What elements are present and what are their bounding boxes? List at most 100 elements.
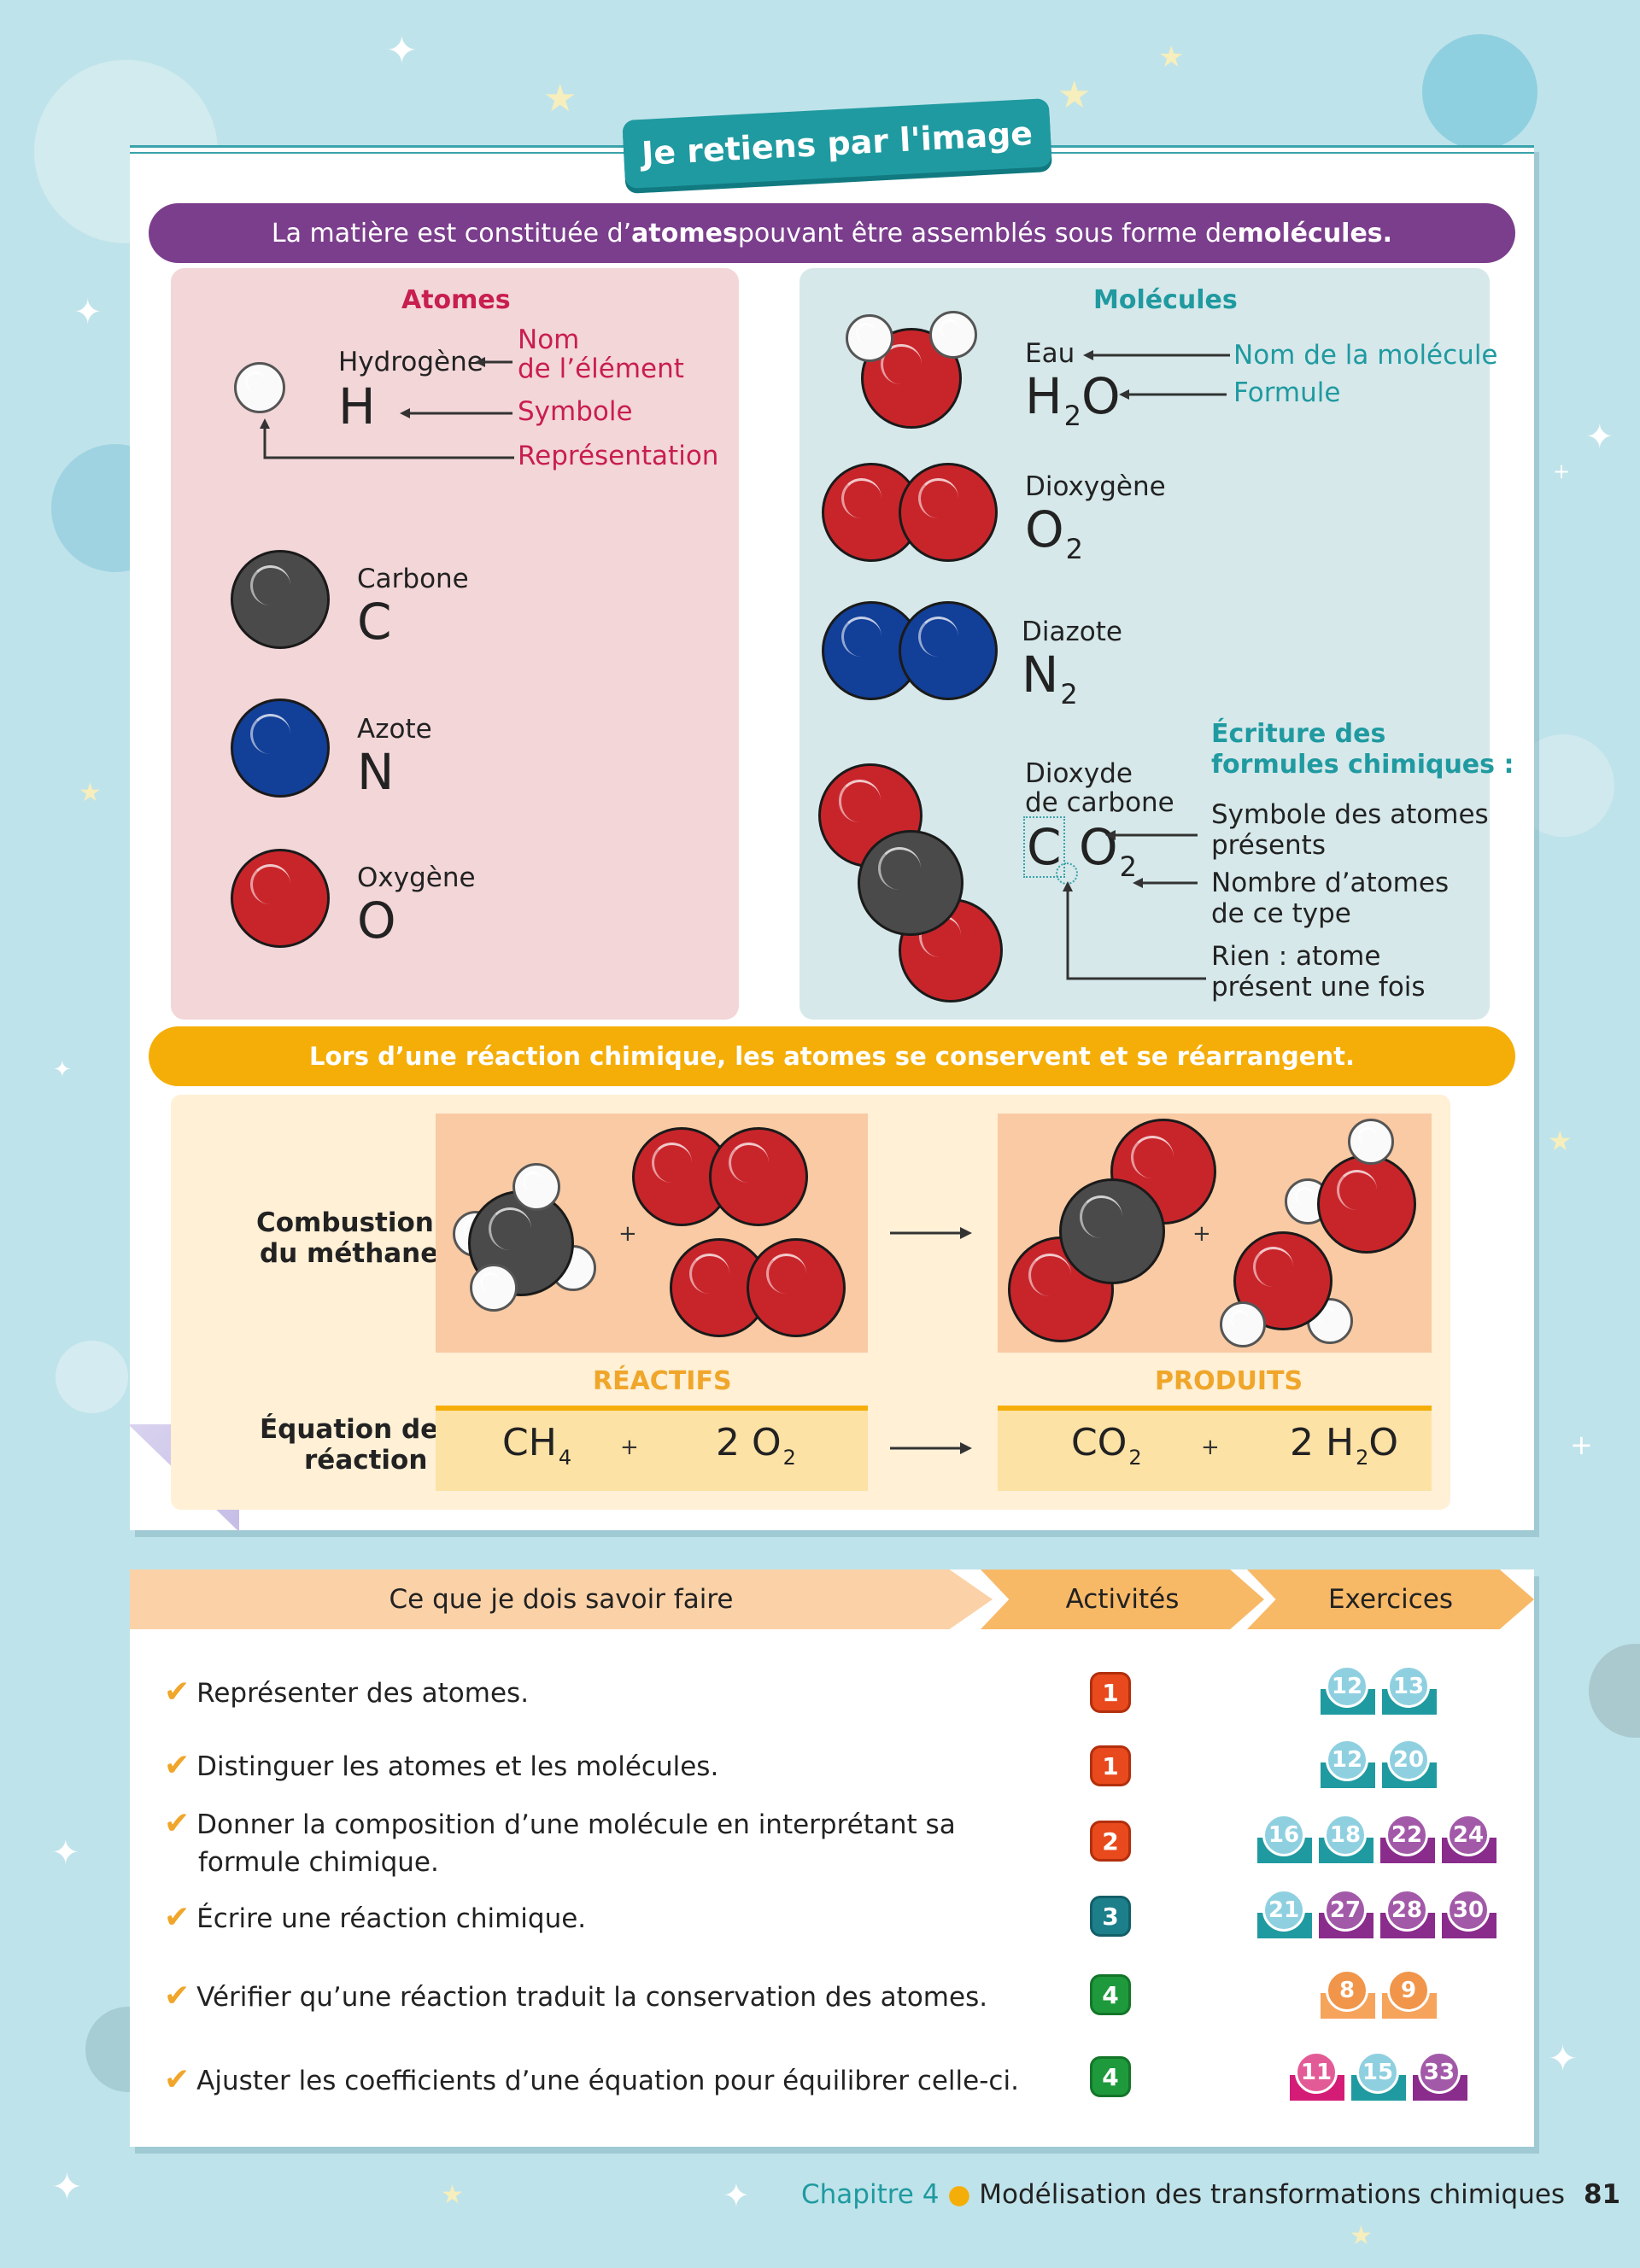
formula-subscript: 2 <box>1128 1445 1142 1470</box>
exercise-badge[interactable]: 30 <box>1442 1889 1496 1938</box>
activity-badge[interactable]: 1 <box>1090 1672 1131 1713</box>
molecules-heading: Molécules <box>1093 285 1238 315</box>
atoms-heading: Atomes <box>401 285 511 315</box>
exercise-badge[interactable]: 12 <box>1321 1739 1375 1788</box>
exercise-badge[interactable]: 12 <box>1321 1665 1375 1715</box>
molecule-formula: H2O <box>1025 367 1121 432</box>
legend-formula: Formule <box>1233 377 1341 408</box>
formula-subscript: 2 <box>1065 533 1084 566</box>
exercise-badge[interactable]: 16 <box>1257 1814 1312 1863</box>
equation-label: Équation de <box>260 1414 439 1445</box>
reactant-formula: 2 O2 <box>716 1421 796 1470</box>
formula-part: H <box>1025 367 1063 425</box>
exercise-badge[interactable]: 9 <box>1382 1969 1437 2019</box>
page-number: 81 <box>1583 2179 1621 2210</box>
activity-badge[interactable]: 4 <box>1090 1974 1131 2015</box>
formula-subscript: 4 <box>558 1445 572 1470</box>
banner-text: pouvant être assemblés sous forme de <box>737 218 1238 248</box>
check-icon: ✔ <box>164 1806 190 1841</box>
equation-label: réaction <box>304 1445 428 1476</box>
exercise-group: 21 27 28 30 <box>1257 1889 1496 1938</box>
plus-sign: + <box>1192 1221 1211 1247</box>
atom-symbol: H <box>338 377 376 435</box>
exercise-badge[interactable]: 22 <box>1380 1814 1435 1863</box>
exercise-badge[interactable]: 27 <box>1319 1889 1374 1938</box>
star-decoration: ✦ <box>73 293 102 332</box>
star-decoration: ✦ <box>1548 2037 1578 2079</box>
exercise-group: 11 15 33 <box>1290 2051 1467 2101</box>
legend-representation-label: Représentation <box>518 441 719 471</box>
exercise-number: 13 <box>1387 1665 1430 1708</box>
activity-badge[interactable]: 2 <box>1090 1821 1131 1862</box>
chapter-label: Chapitre 4 <box>801 2179 940 2210</box>
reactants-equation-box <box>436 1406 868 1491</box>
product-formula: 2 H2O <box>1290 1421 1398 1470</box>
exercise-badge[interactable]: 8 <box>1321 1969 1375 2019</box>
exercise-badge[interactable]: 11 <box>1290 2051 1344 2101</box>
exercise-badge[interactable]: 20 <box>1382 1739 1437 1788</box>
atom-name: Azote <box>357 714 432 745</box>
matter-banner: La matière est constituée d’ atomes pouva… <box>149 203 1515 263</box>
water-hydrogen-atom <box>1220 1301 1266 1347</box>
exercise-number: 28 <box>1385 1889 1428 1932</box>
legend-molecule-name: Nom de la molécule <box>1233 340 1498 371</box>
skill-row: ✔ Écrire une réaction chimique. <box>164 1899 586 1938</box>
skill-row: ✔ Distinguer les atomes et les molécules. <box>164 1747 718 1786</box>
exercise-number: 8 <box>1326 1969 1368 2012</box>
banner-text: . <box>1382 218 1393 248</box>
exercise-number: 22 <box>1385 1814 1428 1856</box>
plus-sign: + <box>1201 1435 1220 1460</box>
check-icon: ✔ <box>164 1748 190 1783</box>
bullet-icon: ● <box>947 2179 971 2210</box>
combustion-label: du méthane <box>260 1238 439 1269</box>
exercise-number: 33 <box>1418 2051 1461 2094</box>
exercise-number: 24 <box>1447 1814 1490 1856</box>
methane-hydrogen <box>470 1264 518 1312</box>
molecule-name: Dioxygène <box>1025 471 1166 502</box>
writing-note: de ce type <box>1211 898 1351 929</box>
star-decoration: ★ <box>1548 1125 1573 1157</box>
activity-badge[interactable]: 1 <box>1090 1745 1131 1786</box>
star-decoration: ★ <box>1158 40 1185 74</box>
legend-name-label: de l’élément <box>518 354 684 384</box>
water-hydrogen-atom <box>846 314 893 362</box>
star-decoration: ✦ <box>723 2177 750 2214</box>
exercise-badge[interactable]: 15 <box>1351 2051 1406 2101</box>
activity-badge[interactable]: 4 <box>1090 2056 1131 2097</box>
molecule-name: de carbone <box>1025 787 1174 818</box>
exercise-number: 20 <box>1387 1739 1430 1781</box>
earth-decoration <box>1422 34 1538 149</box>
exercise-number: 27 <box>1324 1889 1367 1932</box>
exercise-badge[interactable]: 18 <box>1319 1814 1374 1863</box>
exercise-badge[interactable]: 33 <box>1413 2051 1467 2101</box>
exercise-badge[interactable]: 28 <box>1380 1889 1435 1938</box>
exercise-number: 21 <box>1262 1889 1305 1932</box>
formula-part: O <box>1078 818 1118 876</box>
writing-note: présents <box>1211 830 1326 861</box>
star-decoration: ★ <box>1057 73 1092 117</box>
banner-bold-molecules: molécules <box>1237 218 1383 248</box>
exercise-badge[interactable]: 24 <box>1442 1814 1496 1863</box>
water-hydrogen-atom <box>1348 1119 1394 1165</box>
skill-text: Vérifier qu’une réaction traduit la cons… <box>196 1982 988 2013</box>
exercise-badge[interactable]: 13 <box>1382 1665 1437 1715</box>
co2-carbon-atom <box>858 830 964 936</box>
check-icon: ✔ <box>164 1979 190 2014</box>
formula-part: C <box>1023 816 1065 878</box>
skill-row: ✔ Représenter des atomes. <box>164 1674 529 1712</box>
plus-sign: + <box>618 1221 637 1247</box>
activity-badge[interactable]: 3 <box>1090 1896 1131 1937</box>
formula-subscript: 2 <box>1356 1445 1369 1470</box>
star-decoration: + <box>1570 1429 1593 1461</box>
writing-note: Nombre d’atomes <box>1211 868 1450 898</box>
formula-part: 2 O <box>716 1421 782 1464</box>
exercise-group: 8 9 <box>1321 1969 1437 2019</box>
formula-part: O <box>1368 1421 1398 1464</box>
exercise-badge[interactable]: 21 <box>1257 1889 1312 1938</box>
water-oxygen-atom <box>1317 1154 1416 1254</box>
star-decoration: ✦ <box>53 1057 72 1083</box>
legend-name-label: Nom <box>518 324 580 355</box>
exercise-number: 30 <box>1447 1889 1490 1932</box>
chapter-title: Modélisation des transformations chimiqu… <box>979 2179 1566 2210</box>
o2-atom <box>747 1238 846 1337</box>
